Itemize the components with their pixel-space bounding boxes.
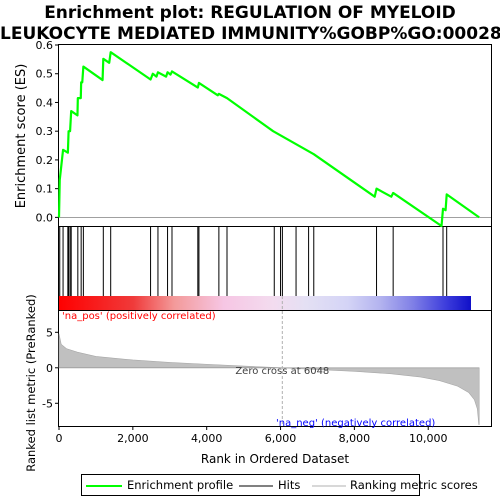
metric-axis-label: Ranked list metric (PreRanked) (24, 294, 38, 472)
rank-color-band (59, 296, 471, 310)
x-tick-label: 0 (56, 432, 63, 445)
enrichment-profile-line (57, 51, 480, 228)
x-tick-label: 8,000 (339, 432, 371, 445)
x-tick-label: 2,000 (117, 432, 149, 445)
metric-y-tick-label: -5 (42, 397, 53, 410)
legend-enrichment-label: Enrichment profile (127, 478, 234, 492)
metric-panel-frame (58, 310, 492, 427)
legend-ranking-swatch (312, 485, 346, 487)
legend-hits-swatch (239, 485, 273, 487)
x-tick-label: 4,000 (191, 432, 223, 445)
es-y-tick-label: 0.6 (36, 39, 54, 52)
legend: Enrichment profile Hits Ranking metric s… (81, 474, 478, 496)
x-tick-label: 6,000 (265, 432, 297, 445)
legend-hits-label: Hits (278, 478, 301, 492)
es-y-tick-label: 0.2 (36, 154, 54, 167)
negative-correlated-label: 'na_neg' (negatively correlated) (276, 418, 435, 429)
positive-correlated-label: 'na_pos' (positively correlated) (62, 311, 216, 322)
chart-title-line-2: LEUKOCYTE MEDIATED IMMUNITY%GOBP%GO:0002… (0, 24, 500, 44)
ranking-metric-area (58, 333, 480, 425)
es-y-tick-label: 0.5 (36, 68, 54, 81)
zero-cross-label: Zero cross at 6048 (235, 366, 329, 377)
metric-y-tick-label: 0 (46, 362, 53, 375)
x-axis-label: Rank in Ordered Dataset (201, 452, 349, 466)
chart-title-line-1: Enrichment plot: REGULATION OF MYELOID (44, 3, 456, 23)
es-y-tick-label: 0.3 (36, 125, 54, 138)
es-y-tick-label: 0.1 (36, 183, 54, 196)
legend-enrichment-swatch (86, 485, 122, 487)
es-axis-label: Enrichment score (ES) (14, 64, 29, 209)
x-tick-label: 10,000 (409, 432, 448, 445)
legend-ranking-label: Ranking metric scores (350, 478, 478, 492)
es-y-tick-label: 0.4 (36, 96, 54, 109)
es-panel-frame (58, 44, 492, 227)
metric-y-tick-label: 5 (46, 326, 53, 339)
es-y-tick-label: 0.0 (36, 211, 54, 224)
